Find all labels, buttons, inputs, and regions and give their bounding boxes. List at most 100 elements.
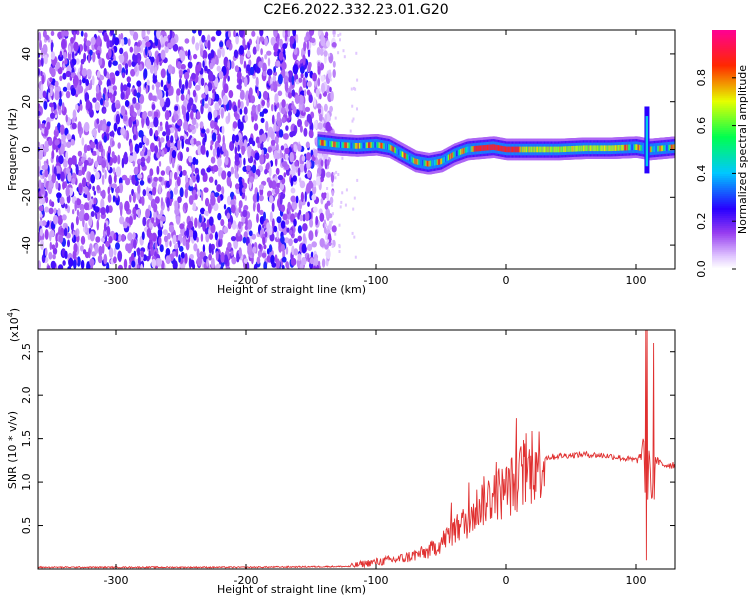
noise-cell xyxy=(297,253,302,262)
noise-cell xyxy=(237,144,240,152)
noise-cell xyxy=(220,108,224,119)
noise-cell xyxy=(235,171,239,180)
noise-cell xyxy=(129,194,132,203)
noise-cell xyxy=(103,135,108,143)
noise-cell xyxy=(104,100,109,108)
noise-cell xyxy=(133,89,137,97)
noise-cell xyxy=(138,142,143,149)
noise-cell xyxy=(92,97,97,103)
noise-cell xyxy=(207,82,213,92)
line-ytick-label: 0.5 xyxy=(20,517,33,535)
noise-cell xyxy=(325,171,332,178)
noise-cell xyxy=(191,72,196,80)
noise-cell xyxy=(263,244,267,250)
noise-cell xyxy=(295,34,299,44)
noise-cell xyxy=(101,174,105,186)
noise-cell xyxy=(59,196,65,205)
noise-cell xyxy=(157,258,163,266)
noise-cell xyxy=(108,60,112,68)
noise-cell xyxy=(64,58,68,65)
noise-cell xyxy=(158,176,163,182)
noise-cell xyxy=(93,132,97,140)
noise-cell xyxy=(223,83,229,94)
noise-cell xyxy=(331,225,337,233)
noise-cell xyxy=(331,183,334,187)
noise-cell xyxy=(196,110,201,120)
noise-cell xyxy=(103,87,107,95)
noise-cell xyxy=(251,233,257,240)
noise-cell xyxy=(193,53,198,60)
noise-cell xyxy=(320,159,324,167)
colorbar-cell xyxy=(712,193,736,196)
noise-cell xyxy=(271,114,275,125)
noise-cell xyxy=(193,243,198,252)
noise-cell xyxy=(285,219,290,225)
noise-cell xyxy=(226,195,232,206)
noise-cell xyxy=(71,155,77,165)
noise-cell xyxy=(185,241,190,251)
noise-cell xyxy=(261,252,267,258)
noise-cell xyxy=(208,96,212,106)
noise-cell xyxy=(38,179,42,189)
noise-cell xyxy=(148,177,151,183)
noise-cell xyxy=(152,186,157,196)
noise-cell xyxy=(260,117,265,124)
noise-cell xyxy=(105,204,110,214)
noise-cell xyxy=(41,220,47,227)
noise-cell xyxy=(125,177,131,186)
noise-cell xyxy=(243,60,247,69)
noise-cell xyxy=(249,176,255,184)
noise-cell xyxy=(313,97,317,107)
colorbar-cell xyxy=(712,261,736,264)
colorbar-cell xyxy=(712,165,736,169)
noise-cell xyxy=(112,85,118,91)
noise-cell xyxy=(38,260,41,269)
noise-cell xyxy=(158,146,161,157)
noise-cell xyxy=(259,209,264,215)
noise-cell xyxy=(242,236,247,244)
noise-cell xyxy=(350,87,353,91)
noise-cell xyxy=(80,208,85,218)
noise-cell xyxy=(210,257,215,269)
noise-cell xyxy=(172,43,179,52)
noise-cell xyxy=(184,202,189,210)
noise-cell xyxy=(321,82,325,94)
colorbar-cell xyxy=(712,135,736,139)
noise-cell xyxy=(202,49,208,60)
colorbar-cell xyxy=(712,183,736,186)
noise-cell xyxy=(159,244,164,253)
noise-cell xyxy=(89,258,95,267)
noise-cell xyxy=(156,165,160,175)
noise-cell xyxy=(132,97,137,104)
colorbar-tick-label: 0.0 xyxy=(695,260,708,278)
noise-cell xyxy=(339,32,342,36)
noise-cell xyxy=(233,30,236,38)
noise-cell xyxy=(233,135,237,142)
noise-cell xyxy=(84,222,88,233)
noise-cell xyxy=(223,56,229,68)
noise-cell xyxy=(277,174,284,181)
noise-cell xyxy=(132,52,138,63)
noise-cell xyxy=(339,205,342,209)
noise-cell xyxy=(90,263,94,269)
noise-cell xyxy=(319,47,324,57)
noise-cell xyxy=(39,39,42,51)
noise-cell xyxy=(73,31,76,41)
noise-cell xyxy=(187,61,193,69)
noise-cell xyxy=(236,252,240,263)
noise-cell xyxy=(188,79,192,89)
noise-cell xyxy=(257,250,263,258)
noise-cell xyxy=(316,46,321,56)
noise-cell xyxy=(44,248,48,257)
noise-cell xyxy=(266,177,271,183)
colorbar-cell xyxy=(712,95,736,99)
noise-cell xyxy=(212,92,215,101)
noise-cell xyxy=(225,266,231,269)
noise-cell xyxy=(191,117,197,126)
noise-cell xyxy=(48,251,53,260)
noise-cell xyxy=(201,128,206,134)
noise-cell xyxy=(200,77,205,87)
noise-cell xyxy=(351,104,354,108)
noise-cell xyxy=(148,222,153,228)
noise-cell xyxy=(99,75,105,81)
